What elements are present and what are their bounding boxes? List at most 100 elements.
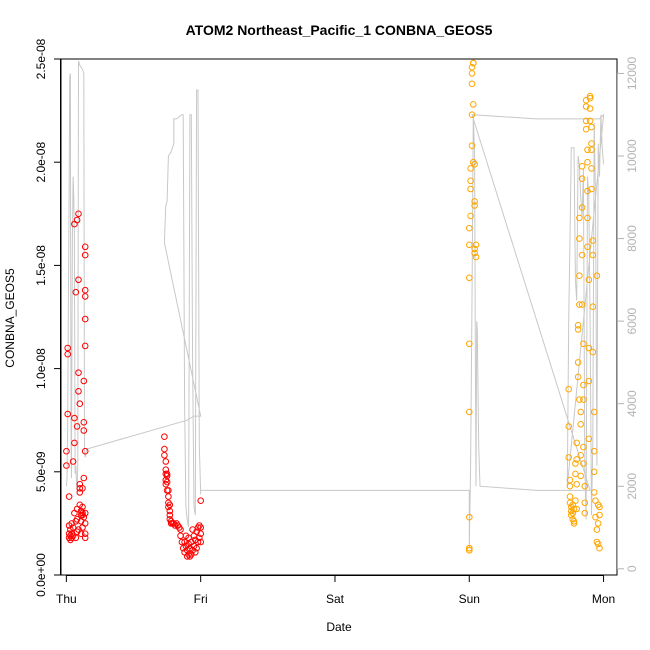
data-point-series-0: [197, 530, 204, 538]
data-point-series-0: [81, 509, 89, 517]
data-point-series-1: [576, 235, 583, 242]
data-point-series-1: [471, 198, 478, 205]
data-point-series-1: [574, 373, 582, 381]
y2-tick-label: 4000: [625, 390, 639, 417]
data-point-series-0: [161, 433, 168, 441]
data-point-series-0: [69, 458, 77, 465]
y2-tick-label: 12000: [625, 56, 639, 90]
data-point-series-0: [81, 534, 89, 542]
data-point-series-1: [592, 497, 599, 505]
y2-tick-label: 2000: [625, 473, 639, 500]
data-point-series-0: [197, 497, 204, 505]
data-point-series-1: [581, 499, 589, 507]
data-point-series-1: [590, 447, 598, 455]
data-point-series-1: [468, 80, 476, 88]
data-point-series-0: [163, 478, 171, 486]
data-point-series-0: [79, 485, 86, 492]
data-point-series-1: [466, 241, 473, 249]
data-point-series-1: [581, 509, 589, 517]
data-point-series-0: [166, 507, 174, 515]
data-point-series-1: [470, 59, 477, 67]
y2-tick-label: 6000: [625, 307, 639, 334]
data-point-series-0: [81, 243, 89, 251]
data-point-series-1: [569, 509, 577, 517]
data-point-series-1: [582, 103, 590, 110]
data-point-series-1: [593, 526, 601, 533]
data-point-series-0: [81, 447, 89, 455]
data-point-series-0: [193, 528, 200, 536]
data-point-series-0: [81, 520, 89, 527]
data-point-series-0: [194, 538, 202, 546]
data-point-series-0: [166, 511, 174, 519]
data-point-series-0: [81, 286, 89, 294]
data-point-series-1: [472, 241, 480, 249]
data-point-series-1: [566, 493, 574, 500]
data-point-series-0: [72, 288, 80, 296]
data-point-series-1: [468, 111, 476, 118]
data-point-series-1: [566, 482, 574, 490]
data-point-series-0: [163, 472, 171, 480]
data-point-series-1: [596, 511, 603, 519]
data-point-series-1: [581, 482, 589, 490]
x-tick-label: Mon: [592, 592, 615, 606]
y-axis-left: 0.0e+00 5.0e-09 1.0e-08 1.5e-08 2.0e-08 2.5e-…: [34, 38, 61, 597]
data-point-series-1: [578, 301, 586, 308]
y2-tick-label: 0: [625, 565, 639, 572]
data-point-series-0: [73, 216, 81, 224]
data-point-series-1: [472, 253, 480, 261]
data-point-series-1: [467, 177, 474, 185]
data-point-series-0: [177, 532, 184, 540]
data-point-series-1: [585, 344, 593, 352]
data-point-series-1: [588, 165, 595, 172]
data-point-series-0: [80, 427, 88, 434]
data-point-series-1: [470, 101, 477, 108]
x-axis: Thu Fri Sat Sun Mon: [56, 575, 615, 606]
data-point-series-1: [471, 245, 478, 253]
data-point-series-1: [585, 276, 593, 284]
data-point-series-1: [570, 518, 578, 525]
data-point-series-0: [192, 549, 199, 556]
data-point-series-1: [573, 456, 581, 463]
data-point-series-1: [582, 125, 590, 133]
data-point-series-1: [588, 140, 595, 147]
data-point-series-0: [71, 439, 78, 447]
data-point-series-1: [565, 454, 573, 461]
data-point-series-1: [594, 540, 602, 548]
data-point-series-1: [468, 64, 476, 71]
data-point-series-1: [573, 439, 581, 447]
data-point-series-1: [466, 513, 473, 521]
data-point-series-0: [80, 474, 88, 482]
data-point-series-0: [77, 530, 85, 538]
data-point-series-1: [570, 505, 578, 513]
scatter-points-layer: [63, 59, 603, 560]
data-point-series-0: [181, 538, 188, 546]
data-point-series-1: [578, 175, 586, 182]
data-point-series-1: [585, 377, 593, 385]
x-tick-label: Thu: [56, 592, 77, 606]
data-point-series-0: [64, 350, 71, 358]
x-tick-label: Fri: [194, 592, 208, 606]
data-point-series-0: [71, 414, 78, 422]
y-tick-label: 5.0e-09: [34, 451, 48, 492]
data-point-series-0: [64, 344, 71, 352]
data-point-series-1: [589, 348, 597, 356]
y-axis-label: CONBNA_GEOS5: [3, 268, 17, 368]
data-point-series-1: [584, 214, 591, 222]
y-tick-label: 2.5e-08: [34, 38, 48, 79]
data-point-series-1: [576, 301, 583, 308]
data-point-series-1: [590, 468, 598, 476]
data-point-series-1: [577, 472, 585, 480]
data-point-series-1: [589, 303, 597, 311]
data-point-series-1: [580, 460, 587, 467]
data-point-series-1: [466, 224, 473, 232]
data-point-series-1: [466, 544, 473, 552]
chart-title: ATOM2 Northeast_Pacific_1 CONBNA_GEOS5: [186, 22, 493, 38]
data-point-series-0: [165, 487, 172, 494]
data-point-series-0: [69, 524, 77, 531]
data-point-series-1: [574, 359, 582, 366]
data-point-series-1: [593, 272, 601, 280]
data-point-series-0: [64, 410, 71, 418]
data-point-series-1: [577, 408, 585, 416]
data-point-series-1: [577, 452, 585, 459]
data-point-series-1: [586, 92, 594, 100]
